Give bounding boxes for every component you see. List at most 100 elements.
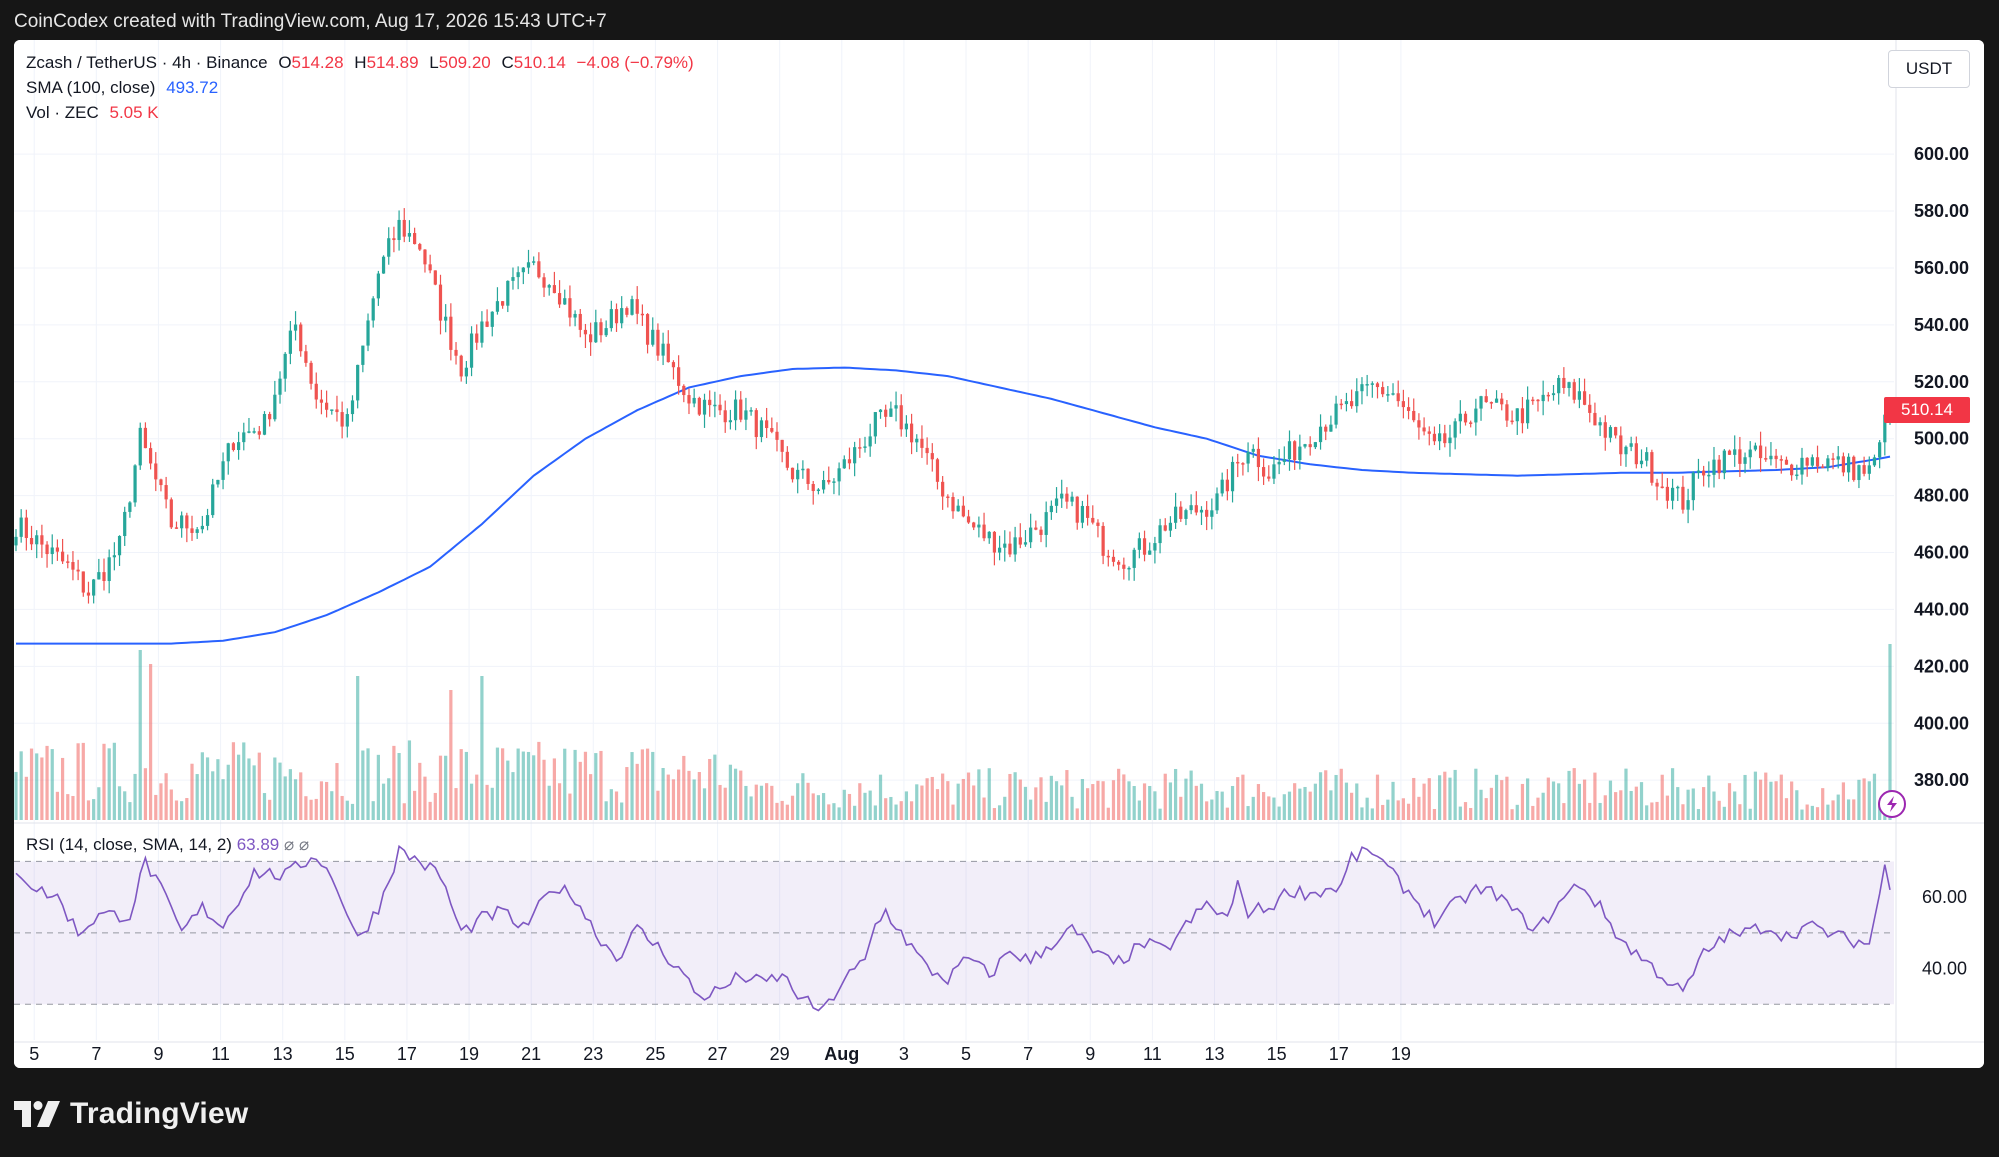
volume-bar xyxy=(1562,803,1566,820)
candle-body xyxy=(1588,404,1592,413)
candle-body xyxy=(231,443,236,451)
candle-body xyxy=(86,592,91,596)
volume-bar xyxy=(573,749,577,820)
candle-body xyxy=(1318,426,1323,443)
volume-bar xyxy=(1272,797,1276,820)
candle-body xyxy=(1629,443,1633,447)
volume-bar xyxy=(1696,809,1701,820)
volume-bar xyxy=(801,773,805,820)
volume-bar xyxy=(832,803,836,820)
volume-bar xyxy=(640,749,644,820)
volume-bar xyxy=(837,807,841,820)
volume-bar xyxy=(1391,781,1395,820)
candle-body xyxy=(1313,442,1317,448)
volume-bar xyxy=(1406,803,1411,820)
candle-body xyxy=(1474,408,1478,423)
candle-body xyxy=(66,561,70,563)
volume-bar xyxy=(444,755,448,820)
candle-body xyxy=(987,531,991,539)
volume-bar xyxy=(1795,790,1799,820)
volume-legend-row[interactable]: Vol · ZEC 5.05 K xyxy=(26,100,694,125)
volume-bar xyxy=(1520,783,1525,820)
volume-bar xyxy=(987,768,991,820)
currency-unit-button[interactable]: USDT xyxy=(1888,50,1970,88)
candle-body xyxy=(1236,461,1240,464)
candle-body xyxy=(868,436,872,447)
volume-bar xyxy=(1339,768,1343,820)
volume-bar xyxy=(1085,788,1090,820)
volume-bar xyxy=(133,773,137,820)
candle-body xyxy=(1453,421,1457,438)
volume-bar xyxy=(423,776,427,820)
volume-bar xyxy=(438,755,443,820)
volume-bar xyxy=(45,745,49,820)
volume-bar xyxy=(966,772,971,820)
symbol-label[interactable]: Zcash / TetherUS · 4h · Binance xyxy=(26,53,268,72)
attribution-bar: CoinCodex created with TradingView.com, … xyxy=(0,0,1999,40)
volume-bar xyxy=(501,748,505,820)
volume-bar xyxy=(35,753,39,820)
candle-body xyxy=(909,423,914,443)
volume-bar xyxy=(1241,774,1245,820)
volume-bar xyxy=(1003,796,1007,820)
candle-body xyxy=(283,353,287,379)
candle-body xyxy=(501,301,505,306)
volume-bar xyxy=(511,772,515,820)
volume-bar xyxy=(697,772,701,820)
candle-body xyxy=(1272,464,1276,479)
candle-body xyxy=(754,410,758,438)
candle-body xyxy=(557,293,562,305)
volume-bar xyxy=(1800,809,1804,820)
candlestick-chart[interactable]: 380.00 400.00 420.00 440.00 460.00 480.00 500.… xyxy=(14,40,1984,1068)
volume-bar xyxy=(1422,783,1426,820)
volume-bar xyxy=(459,749,463,820)
candle-body xyxy=(1044,512,1048,535)
candle-body xyxy=(1857,465,1861,481)
volume-bar xyxy=(930,776,934,820)
candle-body xyxy=(1096,522,1100,526)
candle-body xyxy=(1230,461,1235,492)
candle-body xyxy=(568,298,572,318)
volume-bar xyxy=(620,802,624,820)
volume-bar xyxy=(682,755,686,820)
volume-bar xyxy=(304,796,308,820)
volume-bar xyxy=(1355,783,1359,820)
high-value: 514.89 xyxy=(366,53,419,72)
rsi-legend[interactable]: RSI (14, close, SMA, 14, 2) 63.89 ⌀ ⌀ xyxy=(26,835,309,855)
candle-body xyxy=(309,362,313,384)
volume-bar xyxy=(159,783,163,820)
candle-body xyxy=(1013,537,1017,555)
volume-bar xyxy=(1593,772,1597,820)
volume-bar xyxy=(252,765,256,820)
time-axis-tick: 7 xyxy=(91,1044,101,1064)
candle-body xyxy=(402,219,406,237)
candle-body xyxy=(1733,449,1737,455)
volume-bar xyxy=(563,748,567,820)
volume-bar xyxy=(1044,801,1048,820)
candle-body xyxy=(1039,529,1043,535)
volume-bar xyxy=(1660,774,1664,820)
volume-bar xyxy=(1070,796,1074,820)
candle-body xyxy=(1194,505,1198,513)
candle-body xyxy=(1401,401,1405,408)
price-axis-tick: 580.00 xyxy=(1914,201,1969,221)
tradingview-wordmark[interactable]: TradingView xyxy=(70,1097,249,1130)
sma-legend-row[interactable]: SMA (100, close) 493.72 xyxy=(26,75,694,100)
high-label: H xyxy=(354,53,367,72)
volume-bar xyxy=(516,748,520,820)
close-value: 510.14 xyxy=(513,53,566,72)
candle-body xyxy=(620,308,624,324)
volume-bar xyxy=(1603,795,1607,820)
candle-body xyxy=(1810,457,1814,466)
volume-bar xyxy=(231,742,236,820)
candle-body xyxy=(925,447,929,454)
volume-bar xyxy=(356,676,360,820)
candle-body xyxy=(894,405,898,409)
candle-body xyxy=(930,453,934,460)
volume-bar xyxy=(1691,788,1695,820)
close-label: C xyxy=(501,53,514,72)
volume-bar xyxy=(1821,788,1825,820)
volume-bar xyxy=(765,783,769,820)
volume-bar xyxy=(661,768,665,820)
volume-bar xyxy=(1334,774,1338,820)
